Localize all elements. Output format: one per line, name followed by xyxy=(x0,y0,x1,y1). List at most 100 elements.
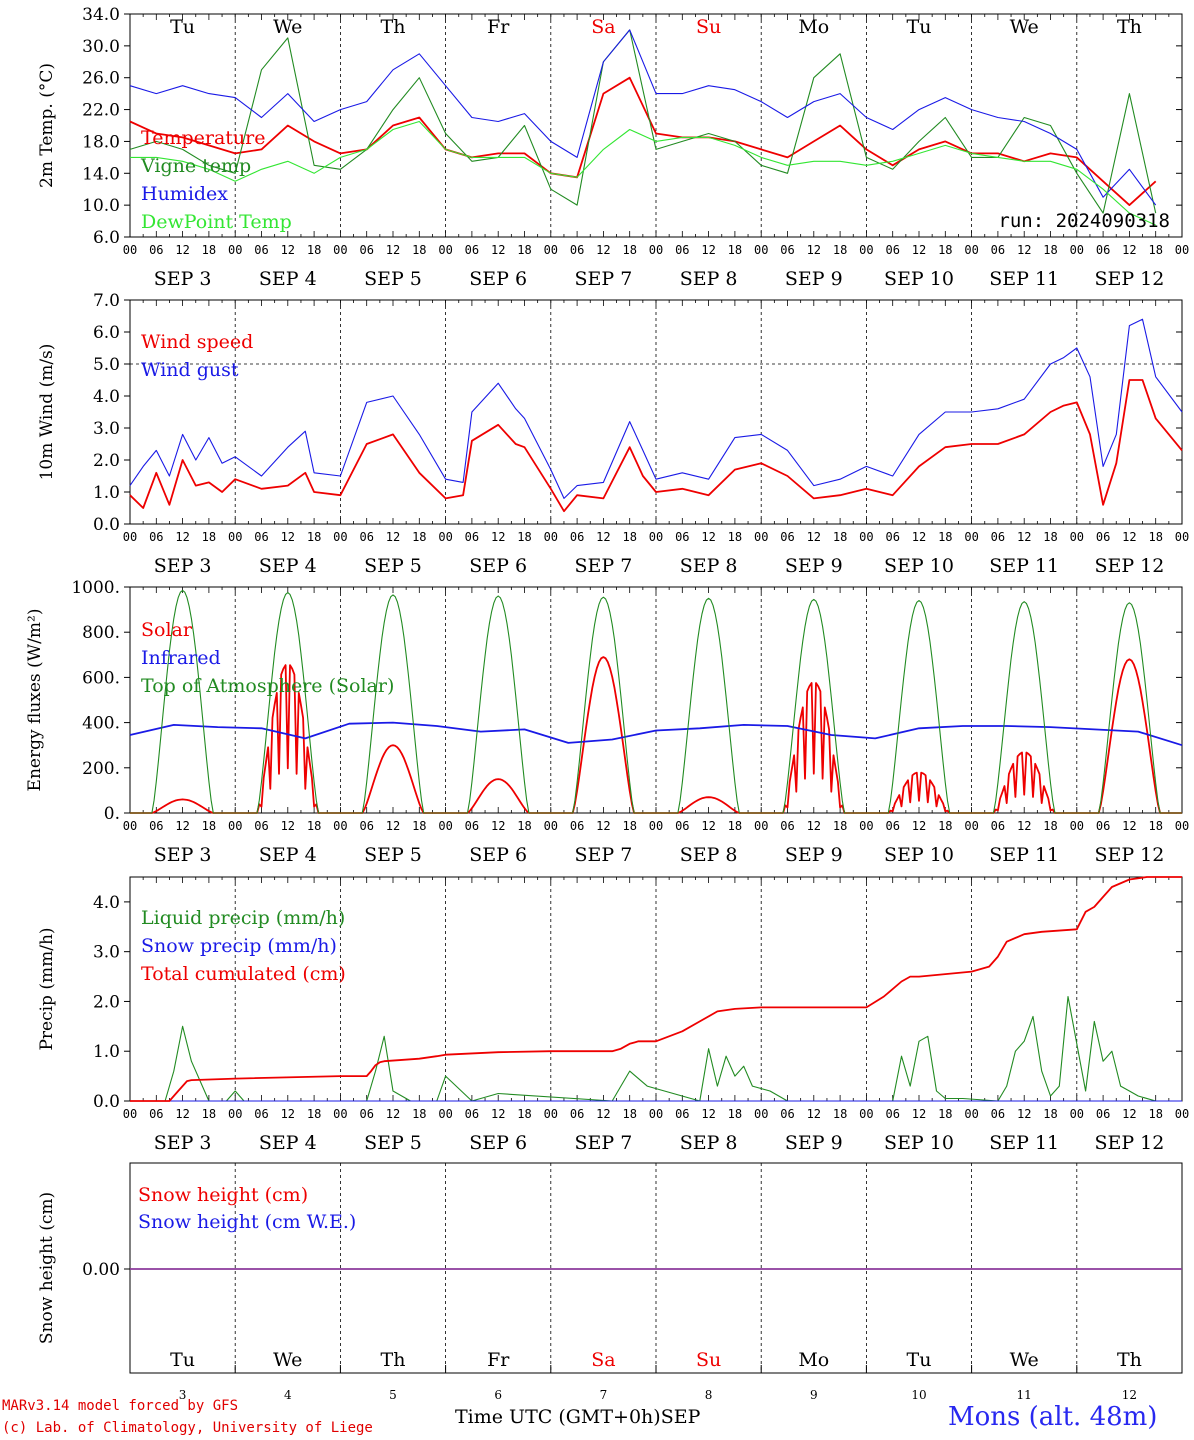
y-tick-label: 30.0 xyxy=(82,37,120,57)
series-line xyxy=(130,589,1182,814)
date-label: SEP 11 xyxy=(989,1132,1059,1154)
bottom-date-label: 4 xyxy=(284,1388,292,1402)
legend-entry: Temperature xyxy=(141,127,265,149)
hour-tick-label: 00 xyxy=(333,243,347,257)
hour-tick-label: 00 xyxy=(123,819,137,833)
legend-entry: Total cumulated (cm) xyxy=(141,963,346,985)
station-name: Mons (alt. 48m) xyxy=(948,1402,1158,1432)
plot-frame xyxy=(129,299,1183,525)
date-label: SEP 7 xyxy=(574,555,632,577)
hour-tick-label: 06 xyxy=(570,819,584,833)
series-line xyxy=(130,120,1156,226)
weekday-label: Tu xyxy=(170,1349,195,1371)
legend-entry: Solar xyxy=(141,619,193,641)
bottom-date-label: 6 xyxy=(494,1388,502,1402)
date-label: SEP 9 xyxy=(785,268,843,290)
hour-tick-label: 18 xyxy=(622,819,636,833)
hour-tick-label: 18 xyxy=(728,1107,742,1121)
hour-tick-label: 06 xyxy=(675,1107,689,1121)
date-label: SEP 4 xyxy=(259,268,317,290)
hour-tick-label: 06 xyxy=(991,243,1005,257)
hour-tick-label: 00 xyxy=(649,530,663,544)
weekday-label: Th xyxy=(1117,16,1142,38)
date-label: SEP 5 xyxy=(364,268,422,290)
series-line xyxy=(129,318,1183,499)
date-label: SEP 9 xyxy=(785,844,843,866)
hour-tick-label: 06 xyxy=(885,530,899,544)
hour-tick-label: 06 xyxy=(570,1107,584,1121)
hour-tick-label: 18 xyxy=(728,530,742,544)
legend-entry: Liquid precip (mm/h) xyxy=(141,907,345,929)
date-label: SEP 3 xyxy=(154,555,212,577)
date-label: SEP 9 xyxy=(785,555,843,577)
series-line xyxy=(129,29,1157,214)
date-label: SEP 10 xyxy=(884,555,954,577)
hour-tick-label: 18 xyxy=(833,243,847,257)
bottom-date-label: 9 xyxy=(810,1388,818,1402)
bottom-date-label: 8 xyxy=(705,1388,713,1402)
hour-tick-label: 00 xyxy=(754,1107,768,1121)
hour-tick-label: 00 xyxy=(859,530,873,544)
y-tick-label: 0.00 xyxy=(82,1260,120,1280)
hour-tick-label: 06 xyxy=(570,243,584,257)
y-tick-label: 1.0 xyxy=(93,1042,120,1062)
hour-tick-label: 00 xyxy=(438,243,452,257)
x-axis-label-text: Time UTC (GMT+0h) xyxy=(455,1406,661,1428)
date-label: SEP 3 xyxy=(154,1132,212,1154)
weekday-label: Th xyxy=(381,1349,406,1371)
y-tick-label: 5.0 xyxy=(93,355,120,375)
hour-tick-label: 12 xyxy=(1017,1107,1031,1121)
legend-entry: Wind gust xyxy=(141,359,239,381)
weekday-label: Tu xyxy=(170,16,195,38)
date-label: SEP 5 xyxy=(364,1132,422,1154)
hour-tick-label: 06 xyxy=(359,243,373,257)
hour-tick-label: 18 xyxy=(622,243,636,257)
hour-tick-label: 12 xyxy=(281,1107,295,1121)
hour-tick-label: 18 xyxy=(412,819,426,833)
date-label: SEP 7 xyxy=(574,844,632,866)
x-axis-label: Time UTC (GMT+0h)SEP xyxy=(455,1406,700,1428)
series-line xyxy=(130,876,1182,1102)
weekday-label: Fr xyxy=(487,16,510,38)
hour-tick-label: 00 xyxy=(544,819,558,833)
weekday-label: Sa xyxy=(591,16,615,38)
hour-tick-label: 18 xyxy=(517,1107,531,1121)
hour-tick-label: 18 xyxy=(1148,1107,1162,1121)
hour-tick-label: 06 xyxy=(1096,530,1110,544)
hour-tick-label: 18 xyxy=(412,530,426,544)
hour-tick-label: 12 xyxy=(1122,243,1136,257)
hour-tick-label: 00 xyxy=(438,530,452,544)
hour-tick-label: 00 xyxy=(754,243,768,257)
weekday-label: Mo xyxy=(798,16,829,38)
hour-tick-label: 12 xyxy=(1122,819,1136,833)
hour-tick-label: 00 xyxy=(544,243,558,257)
hour-tick-label: 12 xyxy=(386,819,400,833)
hour-tick-label: 06 xyxy=(780,530,794,544)
date-label: SEP 6 xyxy=(469,1132,527,1154)
hour-tick-label: 06 xyxy=(675,819,689,833)
y-tick-label: 34.0 xyxy=(82,5,120,25)
date-label: SEP 11 xyxy=(989,844,1059,866)
weekday-label: Th xyxy=(1117,1349,1142,1371)
hour-tick-label: 12 xyxy=(807,243,821,257)
hour-tick-label: 06 xyxy=(254,819,268,833)
hour-tick-label: 12 xyxy=(491,243,505,257)
legend-entry: Wind speed xyxy=(141,331,253,353)
hour-tick-label: 00 xyxy=(333,819,347,833)
hour-tick-label: 00 xyxy=(1070,819,1084,833)
bottom-date-label: 3 xyxy=(179,1388,187,1402)
y-axis-label: 2m Temp. (°C) xyxy=(37,63,57,188)
hour-tick-label: 00 xyxy=(964,243,978,257)
hour-tick-label: 00 xyxy=(1070,243,1084,257)
weekday-label: Sa xyxy=(591,1349,615,1371)
weekday-label: We xyxy=(273,1349,302,1371)
y-tick-label: 22.0 xyxy=(82,101,120,121)
hour-tick-label: 00 xyxy=(1070,1107,1084,1121)
hour-tick-label: 06 xyxy=(675,530,689,544)
series-line xyxy=(130,995,1156,1102)
hour-tick-label: 18 xyxy=(938,243,952,257)
y-axis-label: Precip (mm/h) xyxy=(37,927,57,1050)
hour-tick-label: 18 xyxy=(1043,1107,1057,1121)
weekday-label: Su xyxy=(696,1349,721,1371)
y-axis-label: Snow height (cm) xyxy=(37,1192,57,1344)
